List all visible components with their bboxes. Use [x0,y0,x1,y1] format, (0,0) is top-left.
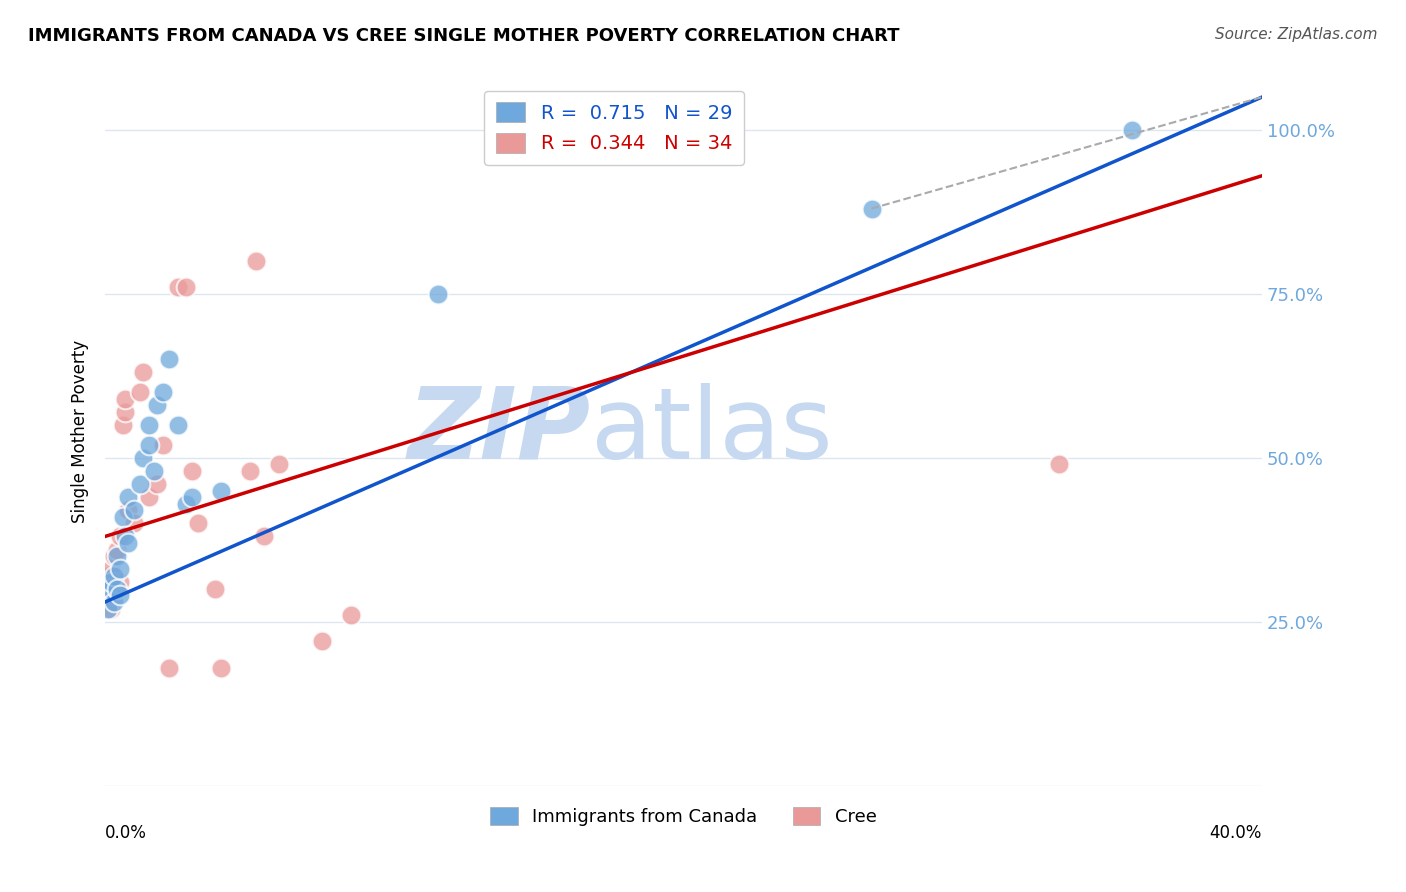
Point [253,529,276,543]
Point [152,385,174,400]
Point [129,385,152,400]
Point [114,392,136,406]
Text: 0.0%: 0.0% [105,824,148,842]
Point [122,503,145,517]
Point [245,254,267,268]
Point [97,568,120,582]
Point [340,608,363,623]
Point [138,490,160,504]
Point [152,437,174,451]
Point [143,464,166,478]
Point [105,542,128,557]
Point [1121,123,1143,137]
Point [114,529,136,543]
Text: 40.0%: 40.0% [1209,824,1263,842]
Point [97,582,120,596]
Text: Source: ZipAtlas.com: Source: ZipAtlas.com [1215,27,1378,42]
Point [122,516,145,531]
Point [146,477,169,491]
Point [100,582,122,596]
Point [111,509,134,524]
Point [157,660,180,674]
Point [117,536,139,550]
Point [129,477,152,491]
Point [311,634,333,648]
Point [100,601,122,615]
Point [267,457,290,471]
Point [114,405,136,419]
Y-axis label: Single Mother Poverty: Single Mother Poverty [72,340,89,523]
Point [132,450,155,465]
Point [132,366,155,380]
Point [103,595,125,609]
Point [239,464,262,478]
Point [187,516,209,531]
Point [181,464,204,478]
Point [111,417,134,432]
Point [108,562,131,576]
Point [146,398,169,412]
Point [103,549,125,563]
Text: atlas: atlas [591,383,832,480]
Legend: Immigrants from Canada, Cree: Immigrants from Canada, Cree [484,799,884,833]
Point [1049,457,1071,471]
Point [108,575,131,590]
Point [174,280,197,294]
Point [103,568,125,582]
Point [860,202,883,216]
Point [108,529,131,543]
Point [105,582,128,596]
Point [108,588,131,602]
Point [166,280,188,294]
Point [426,286,449,301]
Point [105,549,128,563]
Point [117,503,139,517]
Point [105,582,128,596]
Point [117,490,139,504]
Point [138,417,160,432]
Text: IMMIGRANTS FROM CANADA VS CREE SINGLE MOTHER POVERTY CORRELATION CHART: IMMIGRANTS FROM CANADA VS CREE SINGLE MO… [28,27,900,45]
Point [209,483,232,498]
Point [157,352,180,367]
Point [166,417,188,432]
Text: ZIP: ZIP [408,383,591,480]
Point [138,437,160,451]
Point [100,562,122,576]
Point [97,601,120,615]
Point [209,660,232,674]
Point [181,490,204,504]
Point [103,588,125,602]
Point [100,575,122,590]
Point [174,497,197,511]
Point [204,582,226,596]
